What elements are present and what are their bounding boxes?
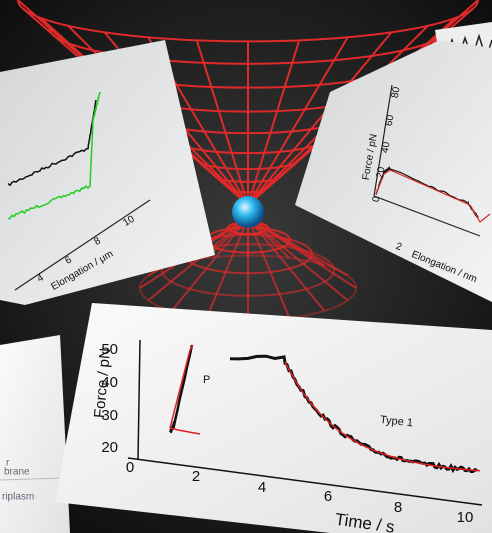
page: 4 6 8 10 Elongation / μm 80 60 40 20 0 F… xyxy=(0,0,492,533)
tick-label: 10 xyxy=(457,509,474,526)
annotation: P xyxy=(203,374,210,386)
main-card xyxy=(55,303,492,533)
corner-card xyxy=(0,335,70,533)
corner-text: riplasm xyxy=(2,492,34,503)
bead xyxy=(232,196,264,228)
tick-label: 2 xyxy=(192,468,200,485)
corner-text: brane xyxy=(4,467,30,478)
illustration: 4 6 8 10 Elongation / μm 80 60 40 20 0 F… xyxy=(0,0,492,533)
tick-label: 6 xyxy=(324,488,332,505)
tick-label: 20 xyxy=(101,439,118,456)
tick-label: 8 xyxy=(394,499,402,516)
tick-label: 0 xyxy=(126,459,134,476)
tick-label: 4 xyxy=(258,479,266,496)
